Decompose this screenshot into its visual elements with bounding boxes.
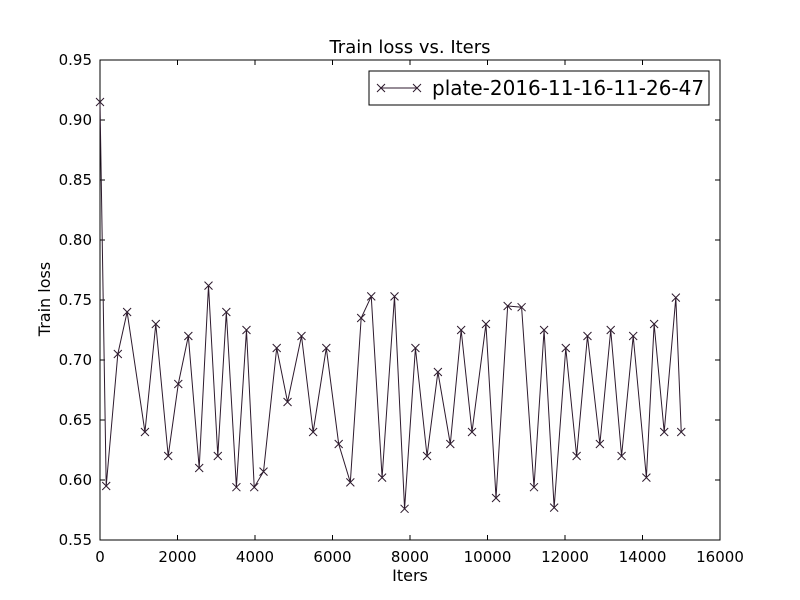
data-point	[433, 367, 443, 377]
data-point	[628, 331, 638, 341]
data-point	[517, 302, 526, 312]
plot-frame	[99, 59, 721, 541]
x-tick-label: 12000	[541, 548, 589, 566]
data-point	[445, 439, 455, 449]
data-point	[232, 482, 241, 492]
data-point	[561, 343, 571, 353]
x-tick-label: 16000	[696, 548, 744, 566]
legend-marker	[412, 83, 422, 93]
data-point	[95, 97, 105, 107]
x-tick-label: 10000	[464, 548, 512, 566]
data-point	[249, 482, 259, 492]
x-tick-label: 6000	[313, 548, 351, 566]
data-point	[122, 307, 132, 317]
legend-box	[368, 70, 710, 106]
y-tick-label: 0.70	[59, 351, 92, 369]
y-tick-label: 0.60	[59, 471, 92, 489]
data-point	[539, 325, 549, 335]
y-tick-label: 0.65	[59, 411, 92, 429]
data-point	[183, 331, 193, 341]
data-point	[617, 451, 626, 461]
data-point	[671, 293, 681, 302]
data-point	[529, 482, 539, 492]
y-tick-label: 0.55	[59, 531, 92, 549]
data-point	[259, 467, 268, 476]
data-point	[308, 427, 318, 437]
data-point	[572, 451, 581, 461]
data-point	[503, 301, 513, 311]
x-tick-label: 8000	[391, 548, 429, 566]
data-point	[163, 451, 173, 461]
y-axis-label: Train loss	[35, 262, 54, 337]
legend-marker	[376, 83, 386, 93]
data-point	[140, 427, 150, 437]
data-point	[242, 325, 251, 335]
axes-layer: 0 2000 4000 6000 8000 10000 12000 14000 16000 0.5…	[59, 51, 744, 566]
legend: plate-2016-11-16-11-26-47	[368, 70, 710, 106]
data-point	[101, 481, 111, 491]
data-point	[334, 439, 344, 449]
data-point	[583, 331, 592, 341]
data-point	[422, 451, 432, 461]
x-tick-label: 2000	[158, 548, 196, 566]
data-point	[151, 319, 161, 329]
data-point	[467, 427, 477, 437]
y-tick-label: 0.80	[59, 231, 92, 249]
y-tick-label: 0.95	[59, 51, 92, 69]
data-point	[194, 463, 204, 473]
data-point	[390, 292, 399, 301]
data-point	[659, 427, 669, 437]
data-point	[366, 292, 376, 301]
y-tick-label: 0.85	[59, 171, 92, 189]
data-point	[400, 504, 409, 514]
y-tick-label: 0.90	[59, 111, 92, 129]
data-point	[297, 331, 306, 341]
chart-title: Train loss vs. Iters	[328, 37, 490, 58]
data-point	[491, 493, 501, 503]
data-point	[321, 343, 331, 353]
data-point	[595, 439, 605, 449]
data-point	[204, 281, 213, 290]
data-point	[173, 379, 183, 389]
data-point	[649, 319, 659, 329]
data-point	[642, 473, 651, 482]
data-point	[377, 473, 387, 482]
data-point	[221, 307, 231, 317]
y-tick-label: 0.75	[59, 291, 92, 309]
data-point	[283, 397, 292, 407]
data-point	[213, 451, 223, 461]
x-tick-label: 4000	[236, 548, 274, 566]
data-point	[113, 349, 123, 359]
x-tick-label: 14000	[619, 548, 667, 566]
data-point	[411, 343, 420, 353]
data-point	[345, 478, 355, 487]
legend-label: plate-2016-11-16-11-26-47	[432, 76, 704, 100]
data-point	[549, 503, 559, 512]
data-point	[456, 325, 466, 335]
x-axis-label: Iters	[392, 566, 428, 585]
x-tick-label: 0	[95, 548, 105, 566]
series-line	[99, 101, 682, 509]
data-point	[676, 427, 686, 437]
data-point	[356, 313, 366, 323]
data-point	[606, 325, 616, 335]
data-point	[481, 319, 491, 329]
series-layer	[95, 97, 686, 514]
data-point	[272, 343, 282, 353]
